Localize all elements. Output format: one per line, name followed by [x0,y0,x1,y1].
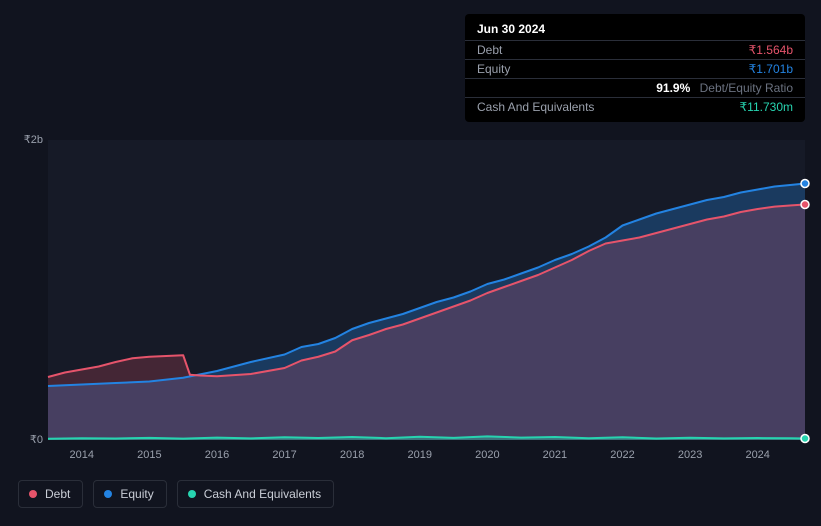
tooltip-label: Equity [477,62,510,76]
legend-label: Equity [120,487,153,501]
x-axis-label: 2015 [137,449,161,461]
x-axis-label: 2022 [610,449,634,461]
series-end-marker [801,201,809,209]
x-axis-label: 2024 [745,449,769,461]
y-axis-label: ₹2b [24,133,43,146]
y-axis-label: ₹0 [30,433,43,446]
tooltip-row-equity: Equity ₹1.701b [465,60,805,79]
legend-item-equity[interactable]: Equity [93,480,166,508]
x-axis-label: 2020 [475,449,499,461]
legend-swatch [29,490,37,498]
x-axis-label: 2018 [340,449,364,461]
series-area-debt [48,205,805,441]
tooltip-value: ₹11.730m [740,100,793,114]
x-axis-label: 2014 [70,449,94,461]
tooltip-date: Jun 30 2024 [465,20,805,41]
x-axis-label: 2023 [678,449,702,461]
series-end-marker [801,180,809,188]
legend-label: Debt [45,487,70,501]
x-axis-label: 2016 [205,449,229,461]
legend-swatch [104,490,112,498]
chart-container: Jun 30 2024 Debt ₹1.564b Equity ₹1.701b … [0,0,821,526]
tooltip-label: Debt [477,43,502,57]
tooltip-value: ₹1.701b [749,62,793,76]
chart-svg[interactable] [48,140,805,440]
series-end-marker [801,435,809,443]
x-axis-label: 2017 [272,449,296,461]
tooltip-row-debt: Debt ₹1.564b [465,41,805,60]
legend-swatch [188,490,196,498]
tooltip-value: ₹1.564b [749,43,793,57]
tooltip-row-cash: Cash And Equivalents ₹11.730m [465,98,805,116]
x-axis-label: 2021 [543,449,567,461]
tooltip-ratio: 91.9% Debt/Equity Ratio [656,81,793,95]
legend-item-cash[interactable]: Cash And Equivalents [177,480,334,508]
chart-tooltip: Jun 30 2024 Debt ₹1.564b Equity ₹1.701b … [465,14,805,122]
tooltip-label: Cash And Equivalents [477,100,594,114]
tooltip-row-ratio: 91.9% Debt/Equity Ratio [465,79,805,98]
legend: Debt Equity Cash And Equivalents [18,480,334,508]
legend-item-debt[interactable]: Debt [18,480,83,508]
x-axis-label: 2019 [407,449,431,461]
legend-label: Cash And Equivalents [204,487,321,501]
